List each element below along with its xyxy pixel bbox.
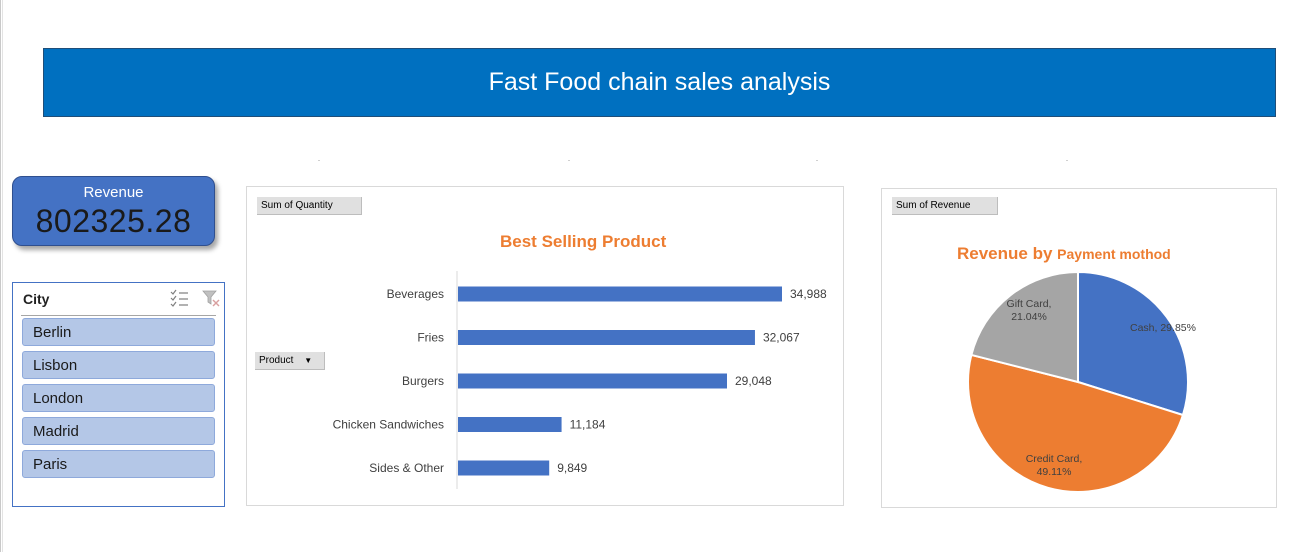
gridline-mark <box>816 160 818 161</box>
pie-slice-credit-card[interactable] <box>967 353 1185 493</box>
city-slicer: City Berlin Lisbon London Madrid Paris <box>12 282 225 507</box>
gridline-mark <box>318 160 320 161</box>
gridline-mark <box>1066 160 1068 161</box>
payment-chart-panel: Sum of Revenue Revenue by Payment mothod… <box>881 188 1277 508</box>
slicer-item-berlin[interactable]: Berlin <box>22 318 215 346</box>
pie-chart-title: Revenue by Payment mothod <box>957 244 1171 264</box>
bar[interactable] <box>458 460 550 476</box>
slicer-item-lisbon[interactable]: Lisbon <box>22 351 215 379</box>
pie-title-sub: Payment mothod <box>1057 246 1171 262</box>
pie-title-main: Revenue by <box>957 244 1053 263</box>
slicer-item-madrid[interactable]: Madrid <box>22 417 215 445</box>
category-label: Sides & Other <box>369 461 444 475</box>
gridline-mark <box>568 160 570 161</box>
slicer-header: City <box>21 283 220 316</box>
bar[interactable] <box>458 286 782 302</box>
bar-chart: Beverages 34,988 Fries 32,067 Burgers 29,048 C… <box>333 271 827 489</box>
slice-label: Gift Card, 21.04% <box>1007 298 1052 323</box>
bar[interactable] <box>458 330 755 345</box>
category-label: Fries <box>417 331 444 345</box>
best-selling-chart-panel: Sum of Quantity Product ▼ Best Selling P… <box>246 186 844 506</box>
data-label: 11,184 <box>570 418 606 432</box>
product-field-label: Product <box>259 355 294 366</box>
data-label: 32,067 <box>763 331 800 345</box>
category-label: Burgers <box>402 374 444 388</box>
data-label: 9,849 <box>557 461 587 475</box>
data-label: 29,048 <box>735 374 772 388</box>
slicer-item-paris[interactable]: Paris <box>22 450 215 478</box>
kpi-label: Revenue <box>83 184 144 201</box>
page-title: Fast Food chain sales analysis <box>488 68 831 96</box>
page-title-banner: Fast Food chain sales analysis <box>43 48 1276 117</box>
left-border <box>0 0 1 552</box>
bar[interactable] <box>458 373 727 389</box>
clear-filter-icon[interactable] <box>201 287 221 309</box>
multi-select-icon[interactable] <box>169 287 189 309</box>
slice-label: Credit Card, 49.11% <box>1026 453 1083 478</box>
sum-of-quantity-field-button[interactable]: Sum of Quantity <box>257 197 362 215</box>
sum-of-revenue-field-button[interactable]: Sum of Revenue <box>892 197 998 215</box>
revenue-kpi-card: Revenue 802325.28 <box>12 176 215 246</box>
bar-chart-title: Best Selling Product <box>500 232 667 251</box>
slicer-title: City <box>23 291 50 307</box>
left-border-inner <box>2 0 3 552</box>
slice-label: Cash, 29.85% <box>1130 322 1196 334</box>
dropdown-arrow-icon: ▼ <box>304 356 313 365</box>
category-label: Chicken Sandwiches <box>333 418 444 432</box>
bar[interactable] <box>458 417 562 432</box>
pie-slice-gift-card[interactable] <box>970 270 1079 384</box>
slicer-item-london[interactable]: London <box>22 384 215 412</box>
data-label: 34,988 <box>790 287 827 301</box>
pie-chart: Cash, 29.85% Credit Card, 49.11% Gift Card,… <box>967 270 1196 493</box>
product-field-button[interactable]: Product ▼ <box>255 352 325 370</box>
category-label: Beverages <box>387 287 444 301</box>
pie-slice-cash[interactable] <box>1077 270 1189 417</box>
kpi-value: 802325.28 <box>35 203 192 239</box>
